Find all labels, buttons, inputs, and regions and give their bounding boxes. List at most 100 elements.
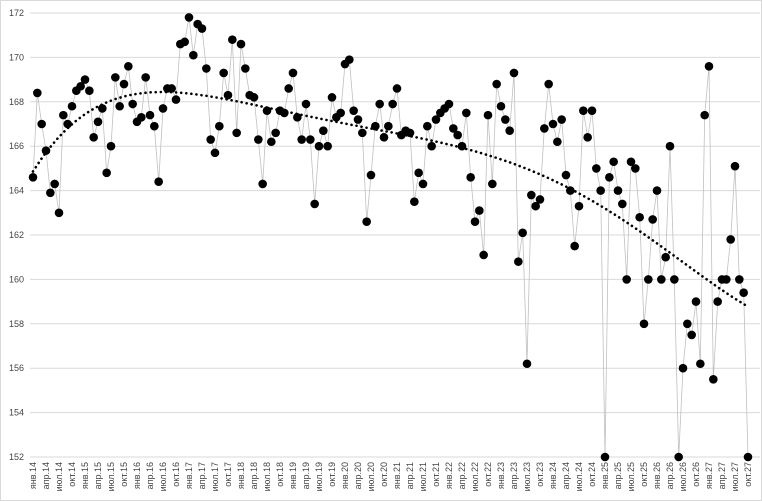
point: [228, 35, 237, 44]
y-tick-label: 160: [9, 274, 24, 284]
point: [358, 128, 367, 138]
point: [85, 86, 94, 95]
point: [631, 164, 640, 173]
point: [115, 101, 124, 111]
point: [197, 24, 207, 33]
point: [280, 108, 289, 118]
point: [592, 164, 601, 173]
point: [145, 110, 155, 120]
point: [388, 99, 397, 109]
y-tick-label: 170: [9, 52, 24, 62]
point: [540, 124, 549, 133]
point: [210, 148, 220, 158]
point: [570, 241, 579, 251]
point: [349, 106, 358, 115]
point: [158, 104, 168, 113]
point: [566, 186, 575, 195]
point: [323, 141, 332, 151]
point: [254, 135, 263, 144]
point: [405, 128, 415, 138]
x-tick-label: янв.26: [652, 462, 662, 489]
point: [709, 375, 718, 384]
point: [76, 81, 85, 91]
point: [202, 64, 211, 73]
point: [288, 68, 298, 78]
point: [492, 79, 501, 89]
point: [154, 177, 163, 187]
x-tick-label: апр.20: [353, 462, 363, 489]
point: [106, 141, 116, 151]
point: [605, 172, 614, 182]
point: [496, 101, 506, 111]
point: [678, 363, 688, 373]
x-tick-label: июл.26: [678, 462, 688, 491]
x-tick-label: окт.19: [327, 462, 337, 487]
point: [284, 84, 293, 93]
point: [722, 275, 731, 284]
x-tick-label: июл.18: [262, 462, 272, 491]
trendline: [31, 90, 750, 308]
point: [267, 137, 276, 147]
x-tick-label: янв.15: [80, 462, 90, 489]
x-tick-label: апр.26: [665, 462, 675, 489]
point: [167, 84, 176, 93]
y-tick-label: 172: [9, 8, 24, 18]
point: [548, 119, 558, 129]
point: [410, 197, 419, 206]
point: [180, 37, 189, 47]
y-tick-label: 158: [9, 319, 24, 329]
point: [544, 79, 553, 89]
x-tick-label: апр.22: [457, 462, 467, 489]
x-tick-label: апр.21: [405, 462, 415, 489]
point: [505, 126, 514, 135]
x-tick-label: апр.27: [717, 462, 727, 489]
point: [219, 68, 228, 78]
point: [223, 90, 233, 100]
point: [232, 128, 241, 138]
point: [479, 250, 488, 260]
point: [531, 201, 540, 211]
point: [236, 39, 246, 49]
point: [28, 172, 38, 182]
point: [466, 172, 475, 182]
point: [59, 110, 68, 120]
x-tick-label: июл.17: [210, 462, 220, 491]
point: [293, 113, 302, 122]
y-tick-label: 164: [9, 186, 24, 196]
y-tick-label: 156: [9, 363, 24, 373]
x-tick-label: окт.18: [275, 462, 285, 487]
x-tick-label: окт.16: [171, 462, 181, 487]
point: [596, 186, 605, 195]
point: [657, 275, 666, 284]
x-tick-label: янв.25: [600, 462, 610, 489]
point: [431, 115, 441, 124]
point: [652, 186, 662, 195]
point: [739, 288, 748, 298]
x-tick-label: апр.14: [41, 462, 51, 489]
point: [384, 121, 393, 131]
point: [527, 190, 536, 200]
x-tick-label: июл.16: [158, 462, 168, 491]
point: [319, 126, 328, 135]
point: [423, 121, 432, 131]
point: [574, 201, 584, 211]
x-tick-label: янв.16: [132, 462, 142, 489]
x-tick-label: апр.19: [301, 462, 311, 489]
y-tick-label: 152: [9, 452, 24, 462]
point: [314, 141, 324, 151]
point: [687, 330, 696, 340]
x-tick-label: янв.19: [288, 462, 298, 489]
point: [726, 235, 735, 244]
point: [635, 212, 644, 222]
point: [41, 146, 51, 155]
x-tick-label: июл.25: [626, 462, 636, 491]
point: [713, 297, 722, 306]
point: [475, 206, 484, 215]
point: [613, 186, 623, 195]
point: [262, 106, 272, 115]
x-tick-label: июл.15: [106, 462, 116, 491]
x-tick-label: окт.24: [587, 462, 597, 487]
point: [206, 135, 215, 144]
point: [379, 133, 389, 142]
point: [457, 141, 467, 151]
